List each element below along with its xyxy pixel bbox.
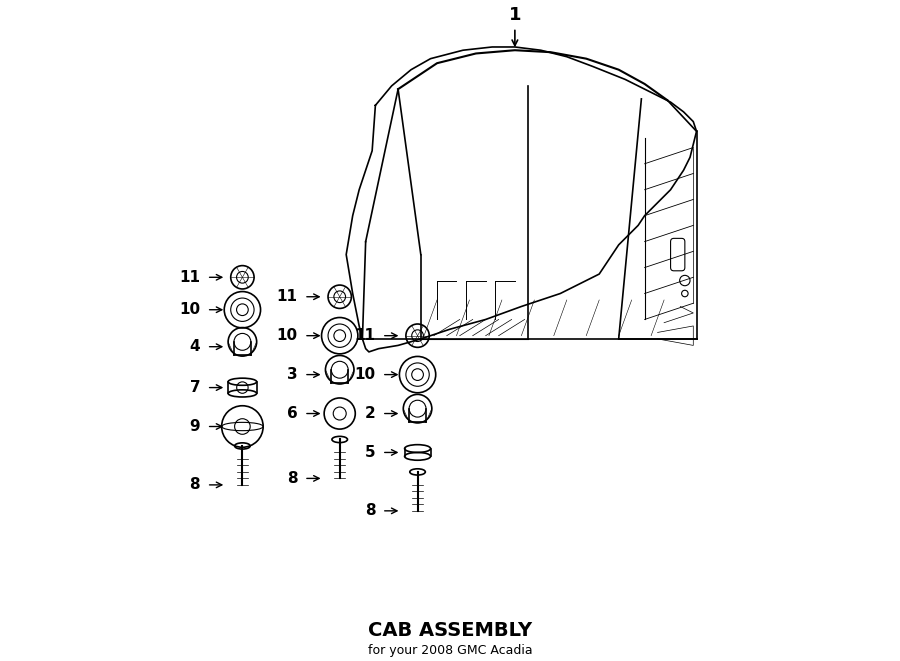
- Text: 11: 11: [179, 270, 200, 285]
- Text: 10: 10: [355, 367, 375, 382]
- Text: 8: 8: [287, 471, 298, 486]
- Text: 1: 1: [508, 6, 521, 24]
- Text: 5: 5: [364, 445, 375, 460]
- Text: 10: 10: [276, 328, 298, 343]
- Text: 11: 11: [276, 290, 298, 304]
- Text: 6: 6: [287, 406, 298, 421]
- Text: 9: 9: [190, 419, 200, 434]
- Text: 8: 8: [190, 477, 200, 492]
- Text: for your 2008 GMC Acadia: for your 2008 GMC Acadia: [368, 644, 532, 657]
- Text: 11: 11: [355, 328, 375, 343]
- Text: 3: 3: [287, 367, 298, 382]
- Text: 2: 2: [364, 406, 375, 421]
- Text: 8: 8: [364, 503, 375, 518]
- Text: 4: 4: [190, 339, 200, 354]
- Text: 7: 7: [190, 380, 200, 395]
- Text: 10: 10: [179, 302, 200, 317]
- Text: CAB ASSEMBLY: CAB ASSEMBLY: [368, 621, 532, 641]
